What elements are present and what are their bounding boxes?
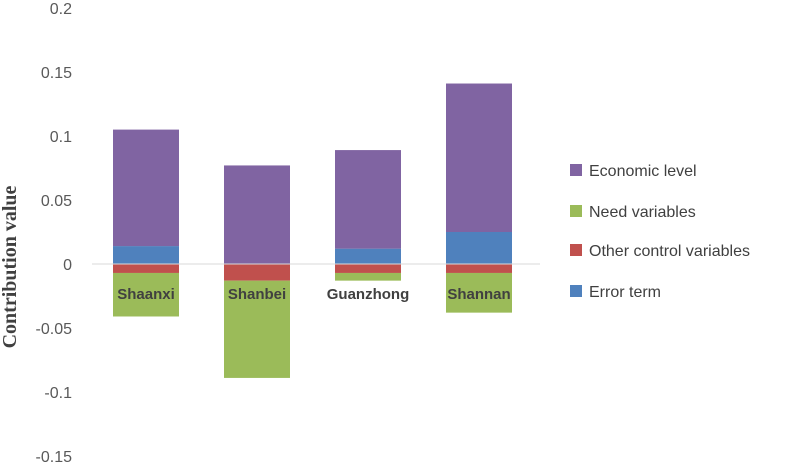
bar-other-control-variables-guanzhong	[335, 264, 401, 273]
bar-other-control-variables-shaanxi	[113, 264, 179, 273]
bar-error-term-guanzhong	[335, 248, 401, 264]
bar-other-control-variables-shannan	[446, 264, 512, 273]
bar-need-variables-shannan	[446, 272, 512, 313]
bar-economic-level-shaanxi	[113, 129, 179, 247]
category-label: Guanzhong	[327, 286, 410, 303]
y-tick-label: 0.15	[41, 65, 72, 82]
bar-need-variables-guanzhong	[335, 272, 401, 281]
category-labels: Shaanxi Shanbei Guanzhong Shannan	[117, 286, 510, 303]
legend-label: Need variables	[589, 204, 696, 221]
legend-label: Economic level	[589, 163, 697, 180]
y-tick-label: -0.05	[36, 321, 73, 338]
y-tick-label: 0.1	[50, 129, 72, 146]
bar-error-term-shaanxi	[113, 246, 179, 264]
bar-need-variables-shanbei	[224, 280, 290, 378]
bar-economic-level-guanzhong	[335, 150, 401, 249]
y-tick-label: 0.2	[50, 1, 72, 18]
y-tick-label: -0.1	[44, 385, 72, 402]
bar-error-term-shannan	[446, 232, 512, 264]
legend-label: Error term	[589, 284, 661, 301]
y-axis-title: Contribution value	[0, 185, 21, 348]
legend-swatch	[570, 164, 582, 176]
y-axis-ticks: 0.2 0.15 0.1 0.05 0 -0.05 -0.1 -0.15	[36, 1, 73, 462]
y-tick-label: 0	[63, 257, 72, 274]
bars-group	[113, 83, 512, 378]
bar-other-control-variables-shanbei	[224, 264, 290, 281]
legend-swatch	[570, 285, 582, 297]
y-tick-label: 0.05	[41, 193, 72, 210]
legend: Economic level Need variables Other contro…	[570, 163, 750, 301]
bar-economic-level-shanbei	[224, 165, 290, 264]
category-label: Shannan	[447, 286, 510, 303]
y-tick-label: -0.15	[36, 449, 73, 462]
legend-swatch	[570, 244, 582, 256]
bar-need-variables-shaanxi	[113, 272, 179, 317]
legend-swatch	[570, 205, 582, 217]
category-label: Shaanxi	[117, 286, 175, 303]
category-label: Shanbei	[228, 286, 286, 303]
bar-economic-level-shannan	[446, 83, 512, 233]
legend-label: Other control variables	[589, 243, 750, 260]
